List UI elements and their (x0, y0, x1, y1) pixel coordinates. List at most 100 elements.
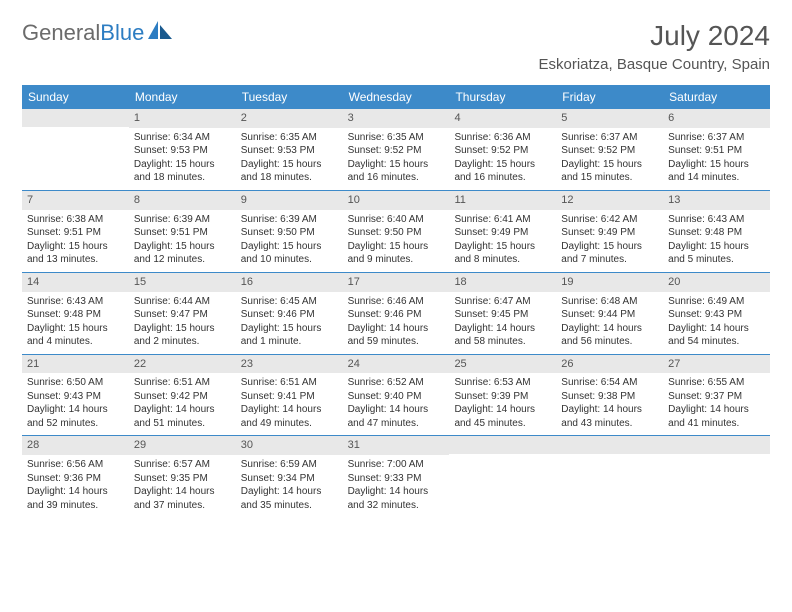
day-number: 12 (556, 191, 663, 210)
day-header: Monday (129, 85, 236, 109)
day-number: 27 (663, 355, 770, 374)
daylight-text: Daylight: 15 hours and 18 minutes. (134, 158, 231, 185)
day-body: Sunrise: 6:51 AMSunset: 9:41 PMDaylight:… (236, 373, 343, 435)
day-number-empty (449, 436, 556, 454)
day-body: Sunrise: 6:42 AMSunset: 9:49 PMDaylight:… (556, 210, 663, 272)
sunset-text: Sunset: 9:52 PM (561, 144, 658, 158)
day-body: Sunrise: 6:54 AMSunset: 9:38 PMDaylight:… (556, 373, 663, 435)
sunset-text: Sunset: 9:52 PM (348, 144, 445, 158)
daylight-text: Daylight: 15 hours and 5 minutes. (668, 240, 765, 267)
day-number: 30 (236, 436, 343, 455)
daylight-text: Daylight: 15 hours and 16 minutes. (454, 158, 551, 185)
sunset-text: Sunset: 9:48 PM (27, 308, 124, 322)
sunrise-text: Sunrise: 6:39 AM (134, 213, 231, 227)
day-number-empty (663, 436, 770, 454)
daylight-text: Daylight: 14 hours and 47 minutes. (348, 403, 445, 430)
daylight-text: Daylight: 15 hours and 14 minutes. (668, 158, 765, 185)
sunset-text: Sunset: 9:34 PM (241, 472, 338, 486)
day-number: 15 (129, 273, 236, 292)
day-cell: 11Sunrise: 6:41 AMSunset: 9:49 PMDayligh… (449, 191, 556, 272)
sunset-text: Sunset: 9:39 PM (454, 390, 551, 404)
day-body: Sunrise: 6:53 AMSunset: 9:39 PMDaylight:… (449, 373, 556, 435)
sunset-text: Sunset: 9:49 PM (561, 226, 658, 240)
day-cell: 6Sunrise: 6:37 AMSunset: 9:51 PMDaylight… (663, 109, 770, 190)
week-row: 28Sunrise: 6:56 AMSunset: 9:36 PMDayligh… (22, 435, 770, 517)
day-number: 9 (236, 191, 343, 210)
day-body: Sunrise: 6:52 AMSunset: 9:40 PMDaylight:… (343, 373, 450, 435)
sunset-text: Sunset: 9:51 PM (134, 226, 231, 240)
day-number: 28 (22, 436, 129, 455)
logo-text: GeneralBlue (22, 20, 144, 46)
daylight-text: Daylight: 14 hours and 49 minutes. (241, 403, 338, 430)
day-number: 5 (556, 109, 663, 128)
sunrise-text: Sunrise: 6:54 AM (561, 376, 658, 390)
daylight-text: Daylight: 15 hours and 4 minutes. (27, 322, 124, 349)
sunrise-text: Sunrise: 6:37 AM (668, 131, 765, 145)
daylight-text: Daylight: 14 hours and 32 minutes. (348, 485, 445, 512)
sunset-text: Sunset: 9:53 PM (134, 144, 231, 158)
day-cell: 12Sunrise: 6:42 AMSunset: 9:49 PMDayligh… (556, 191, 663, 272)
day-cell: 10Sunrise: 6:40 AMSunset: 9:50 PMDayligh… (343, 191, 450, 272)
day-body: Sunrise: 7:00 AMSunset: 9:33 PMDaylight:… (343, 455, 450, 517)
daylight-text: Daylight: 14 hours and 56 minutes. (561, 322, 658, 349)
day-number: 18 (449, 273, 556, 292)
day-body: Sunrise: 6:37 AMSunset: 9:51 PMDaylight:… (663, 128, 770, 190)
day-number: 10 (343, 191, 450, 210)
sunset-text: Sunset: 9:38 PM (561, 390, 658, 404)
daylight-text: Daylight: 15 hours and 16 minutes. (348, 158, 445, 185)
sunset-text: Sunset: 9:41 PM (241, 390, 338, 404)
day-header: Friday (556, 85, 663, 109)
sunset-text: Sunset: 9:50 PM (348, 226, 445, 240)
sunrise-text: Sunrise: 6:37 AM (561, 131, 658, 145)
sunrise-text: Sunrise: 6:46 AM (348, 295, 445, 309)
daylight-text: Daylight: 14 hours and 41 minutes. (668, 403, 765, 430)
day-cell: 20Sunrise: 6:49 AMSunset: 9:43 PMDayligh… (663, 273, 770, 354)
sunset-text: Sunset: 9:53 PM (241, 144, 338, 158)
day-body: Sunrise: 6:35 AMSunset: 9:52 PMDaylight:… (343, 128, 450, 190)
sunset-text: Sunset: 9:48 PM (668, 226, 765, 240)
sunrise-text: Sunrise: 6:44 AM (134, 295, 231, 309)
day-header: Wednesday (343, 85, 450, 109)
sunset-text: Sunset: 9:45 PM (454, 308, 551, 322)
day-body: Sunrise: 6:44 AMSunset: 9:47 PMDaylight:… (129, 292, 236, 354)
daylight-text: Daylight: 14 hours and 39 minutes. (27, 485, 124, 512)
day-header: Thursday (449, 85, 556, 109)
day-number: 14 (22, 273, 129, 292)
sunset-text: Sunset: 9:43 PM (668, 308, 765, 322)
sunrise-text: Sunrise: 6:48 AM (561, 295, 658, 309)
day-cell: 16Sunrise: 6:45 AMSunset: 9:46 PMDayligh… (236, 273, 343, 354)
sunrise-text: Sunrise: 6:51 AM (134, 376, 231, 390)
day-body: Sunrise: 6:39 AMSunset: 9:51 PMDaylight:… (129, 210, 236, 272)
day-cell (22, 109, 129, 190)
daylight-text: Daylight: 14 hours and 54 minutes. (668, 322, 765, 349)
day-cell: 23Sunrise: 6:51 AMSunset: 9:41 PMDayligh… (236, 355, 343, 436)
sunset-text: Sunset: 9:35 PM (134, 472, 231, 486)
sunset-text: Sunset: 9:42 PM (134, 390, 231, 404)
day-number: 29 (129, 436, 236, 455)
day-cell (663, 436, 770, 517)
daylight-text: Daylight: 14 hours and 37 minutes. (134, 485, 231, 512)
daylight-text: Daylight: 14 hours and 58 minutes. (454, 322, 551, 349)
daylight-text: Daylight: 15 hours and 1 minute. (241, 322, 338, 349)
day-header: Tuesday (236, 85, 343, 109)
month-title: July 2024 (538, 20, 770, 52)
sunset-text: Sunset: 9:49 PM (454, 226, 551, 240)
daylight-text: Daylight: 15 hours and 12 minutes. (134, 240, 231, 267)
sunrise-text: Sunrise: 6:47 AM (454, 295, 551, 309)
day-header: Saturday (663, 85, 770, 109)
sunrise-text: Sunrise: 6:49 AM (668, 295, 765, 309)
sunset-text: Sunset: 9:47 PM (134, 308, 231, 322)
daylight-text: Daylight: 15 hours and 9 minutes. (348, 240, 445, 267)
sunrise-text: Sunrise: 6:55 AM (668, 376, 765, 390)
day-cell: 2Sunrise: 6:35 AMSunset: 9:53 PMDaylight… (236, 109, 343, 190)
sunrise-text: Sunrise: 6:52 AM (348, 376, 445, 390)
day-number: 17 (343, 273, 450, 292)
day-cell: 7Sunrise: 6:38 AMSunset: 9:51 PMDaylight… (22, 191, 129, 272)
day-cell (449, 436, 556, 517)
sunset-text: Sunset: 9:51 PM (668, 144, 765, 158)
day-number: 13 (663, 191, 770, 210)
day-cell: 22Sunrise: 6:51 AMSunset: 9:42 PMDayligh… (129, 355, 236, 436)
day-body: Sunrise: 6:51 AMSunset: 9:42 PMDaylight:… (129, 373, 236, 435)
day-cell: 8Sunrise: 6:39 AMSunset: 9:51 PMDaylight… (129, 191, 236, 272)
day-body: Sunrise: 6:38 AMSunset: 9:51 PMDaylight:… (22, 210, 129, 272)
